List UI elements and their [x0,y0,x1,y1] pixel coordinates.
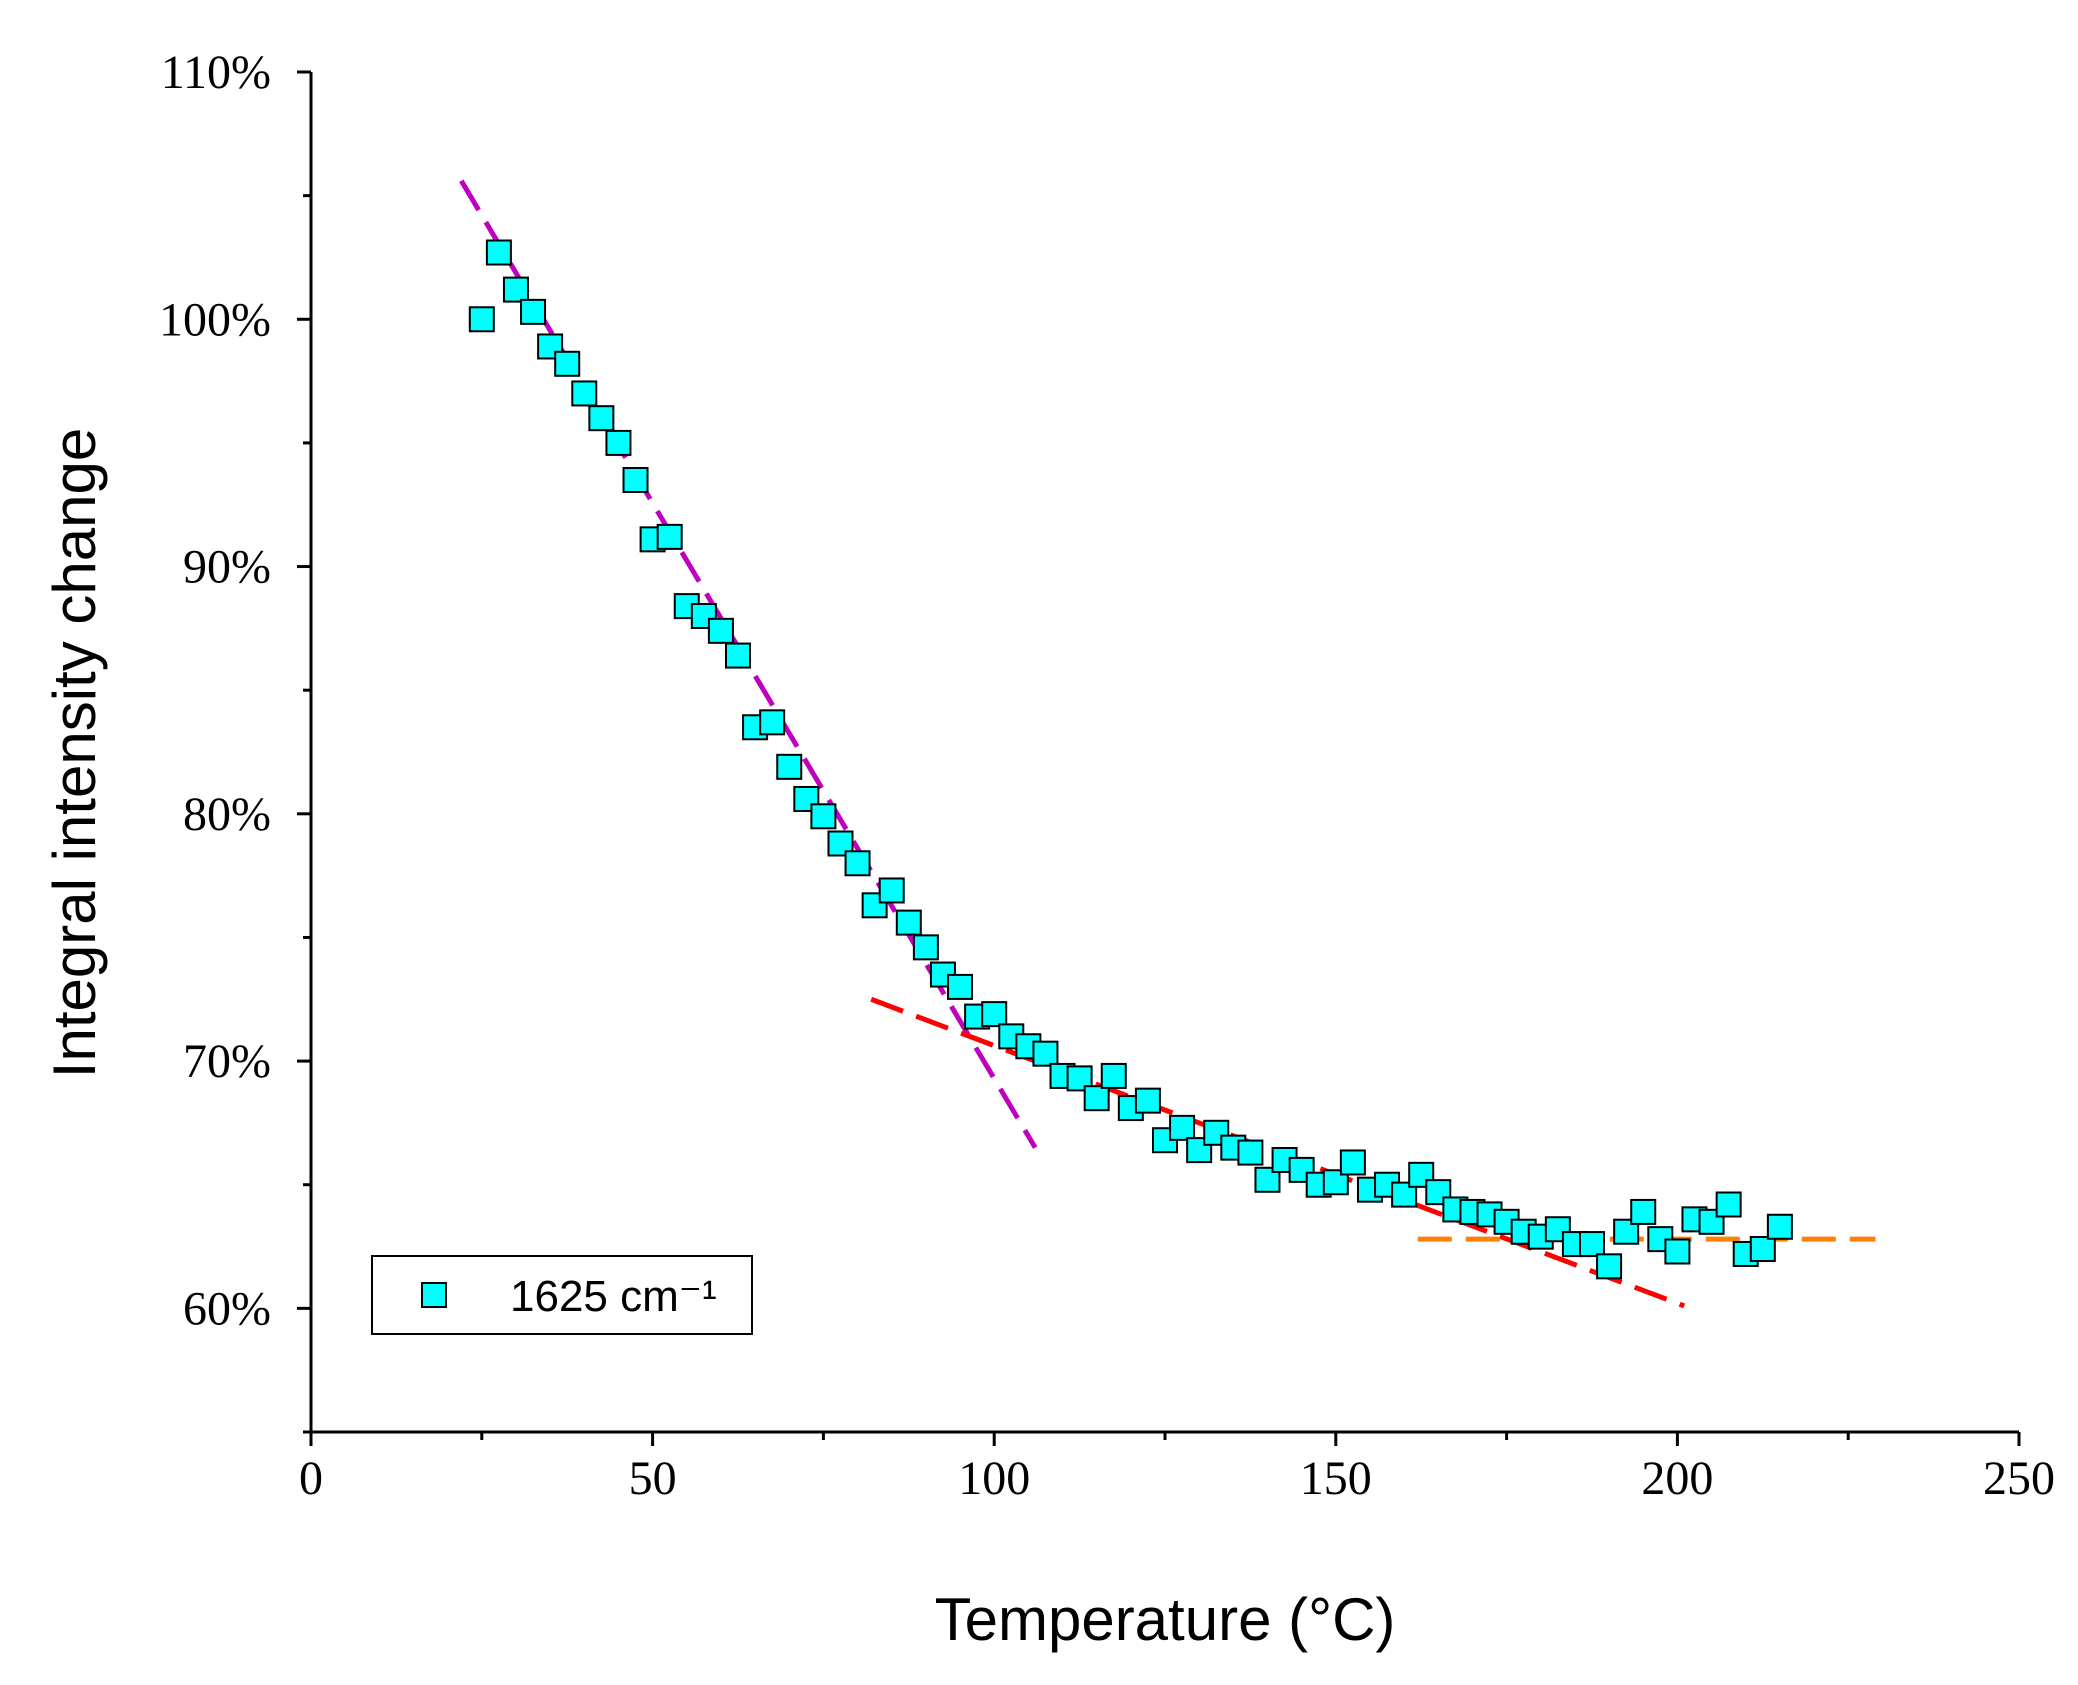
data-point [1169,1114,1196,1141]
data-point [1715,1191,1742,1218]
data-point [1083,1085,1110,1112]
x-tick-label: 200 [1641,1452,1713,1505]
data-point [1596,1253,1623,1280]
data-point [1339,1149,1366,1176]
data-point [468,306,495,333]
data-point [605,429,632,456]
x-tick-label: 50 [629,1452,677,1505]
legend: 1625 cm⁻¹ [371,1255,753,1335]
data-point [1766,1213,1793,1240]
data-point [1134,1087,1161,1114]
y-tick-label: 100% [159,293,271,346]
data-point [502,276,529,303]
data-point [520,298,547,325]
data-point [827,830,854,857]
y-tick-label: 80% [183,788,271,841]
data-point [1032,1040,1059,1067]
data-points [468,239,1793,1280]
data-point [622,467,649,493]
data-point [810,803,837,830]
data-point [912,934,939,961]
y-axis-title: Integral intensity change [41,428,108,1078]
y-tick-label: 60% [183,1282,271,1335]
data-point [554,350,581,377]
axes: 0 50 100 150 200 250 60% 70% 80% 90% 100% 110% [159,46,2055,1505]
data-point [707,617,734,644]
data-point [759,709,786,736]
data-point [947,973,974,1000]
data-point [1237,1139,1264,1166]
data-point [1630,1198,1657,1225]
x-tick-label: 250 [1983,1452,2055,1505]
data-point [725,642,751,669]
data-point [1749,1236,1776,1263]
x-axis-title: Temperature (°C) [935,1586,1396,1653]
data-point [895,909,922,936]
x-tick-label: 100 [958,1452,1030,1505]
data-point [844,850,871,877]
data-point [571,380,598,407]
y-tick-label: 70% [183,1035,271,1088]
y-tick-label: 90% [183,541,271,594]
data-point [485,239,512,266]
x-tick-label: 150 [1300,1452,1372,1505]
x-tick-label: 0 [299,1452,323,1505]
data-point [1664,1238,1691,1265]
data-point [588,405,615,432]
data-point [656,523,683,550]
legend-marker [421,1282,447,1308]
data-point [878,877,905,904]
y-tick-label: 110% [161,46,271,99]
data-point [981,1001,1008,1028]
legend-label: 1625 cm⁻¹ [510,1272,717,1321]
data-point [776,753,803,780]
data-point [1100,1062,1127,1089]
data-point [1579,1231,1605,1258]
